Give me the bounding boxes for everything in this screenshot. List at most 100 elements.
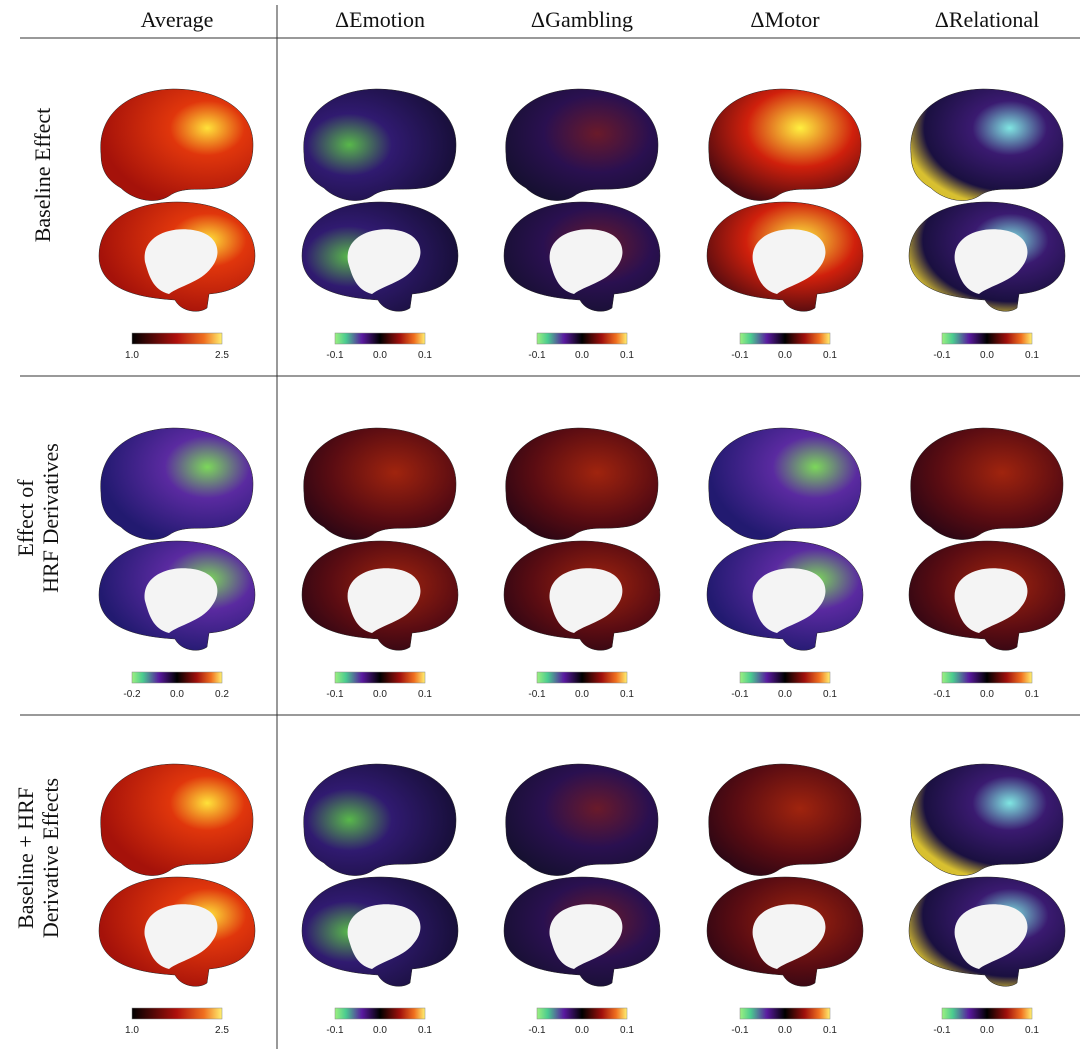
brain-lateral xyxy=(708,763,862,877)
colorbar-tick-label: 0.0 xyxy=(980,689,994,700)
colorbar-tick-label: -0.1 xyxy=(326,689,344,700)
colorbar-tick-label: 0.0 xyxy=(980,350,994,361)
brain-lateral xyxy=(100,88,254,202)
colorbar xyxy=(334,671,426,684)
row-label: Effect of xyxy=(13,479,38,557)
colorbar xyxy=(131,332,223,345)
colorbar xyxy=(536,671,628,684)
colorbar-tick-label: -0.1 xyxy=(326,1025,344,1036)
colorbar-tick-label: 0.0 xyxy=(778,689,792,700)
colorbar-tick-label: -0.1 xyxy=(731,350,749,361)
row-label: Baseline + HRF xyxy=(13,787,38,929)
colorbar-tick-label: -0.1 xyxy=(933,689,951,700)
colorbar-tick-label: 0.0 xyxy=(373,350,387,361)
colorbar xyxy=(536,332,628,345)
brain-surface xyxy=(910,88,1064,202)
colorbar-tick-label: 0.0 xyxy=(778,1025,792,1036)
brain-surface xyxy=(505,88,659,202)
colorbar xyxy=(739,1007,831,1020)
brain-lateral xyxy=(303,427,457,541)
brain-surface xyxy=(100,427,254,541)
colorbar-tick-label: -0.1 xyxy=(528,689,546,700)
brain-surface xyxy=(708,427,862,541)
colorbar-tick-label: 0.0 xyxy=(778,350,792,361)
colorbar-tick-label: 0.1 xyxy=(823,689,837,700)
colorbar-tick-label: 0.1 xyxy=(1025,689,1039,700)
brain-medial xyxy=(908,201,1066,312)
row-label: HRF Derivatives xyxy=(38,443,63,593)
colorbar-tick-label: 0.0 xyxy=(373,1025,387,1036)
brain-lateral xyxy=(910,763,1064,877)
colorbar xyxy=(941,332,1033,345)
brain-surface xyxy=(303,763,457,877)
colorbar-tick-label: 0.0 xyxy=(373,689,387,700)
colorbar-tick-label: 0.0 xyxy=(575,350,589,361)
brain-medial xyxy=(98,876,256,987)
column-header: ΔEmotion xyxy=(335,7,425,32)
brain-lateral xyxy=(303,88,457,202)
brain-surface xyxy=(100,763,254,877)
colorbar-tick-label: -0.1 xyxy=(326,350,344,361)
colorbar xyxy=(739,671,831,684)
colorbar xyxy=(536,1007,628,1020)
colorbar-tick-label: 0.1 xyxy=(620,689,634,700)
brain-medial xyxy=(503,201,661,312)
brain-medial xyxy=(503,540,661,651)
colorbar xyxy=(131,671,223,684)
colorbar-tick-label: 0.1 xyxy=(1025,1025,1039,1036)
colorbar xyxy=(334,332,426,345)
brain-surface xyxy=(100,88,254,202)
colorbar-tick-label: 1.0 xyxy=(125,1025,139,1036)
colorbar-tick-label: 0.0 xyxy=(575,1025,589,1036)
brain-medial xyxy=(706,201,864,312)
brain-surface xyxy=(505,427,659,541)
colorbar-tick-label: -0.1 xyxy=(933,350,951,361)
brain-lateral xyxy=(505,88,659,202)
brain-lateral xyxy=(910,427,1064,541)
colorbar xyxy=(739,332,831,345)
colorbar-tick-label: 0.0 xyxy=(575,689,589,700)
colorbar-tick-label: 0.2 xyxy=(215,689,229,700)
column-header: ΔGambling xyxy=(531,7,633,32)
brain-lateral xyxy=(303,763,457,877)
colorbar-tick-label: -0.1 xyxy=(933,1025,951,1036)
brain-lateral xyxy=(708,427,862,541)
colorbar-tick-label: 0.1 xyxy=(418,1025,432,1036)
brain-lateral xyxy=(505,763,659,877)
colorbar-tick-label: 0.0 xyxy=(170,689,184,700)
brain-surface xyxy=(303,427,457,541)
brain-medial xyxy=(908,540,1066,651)
brain-medial xyxy=(908,876,1066,987)
colorbar-tick-label: 0.1 xyxy=(823,1025,837,1036)
colorbar-tick-label: 2.5 xyxy=(215,1025,229,1036)
colorbar-tick-label: -0.1 xyxy=(731,1025,749,1036)
brain-medial xyxy=(301,540,459,651)
colorbar-tick-label: 0.1 xyxy=(418,689,432,700)
brain-medial xyxy=(301,876,459,987)
row-label: Derivative Effects xyxy=(38,778,63,938)
colorbar-tick-label: -0.2 xyxy=(123,689,141,700)
colorbar-tick-label: -0.1 xyxy=(731,689,749,700)
brain-surface xyxy=(910,427,1064,541)
brain-surface xyxy=(303,88,457,202)
brain-medial xyxy=(98,540,256,651)
brain-medial xyxy=(503,876,661,987)
column-header: ΔMotor xyxy=(750,7,820,32)
brain-lateral xyxy=(708,88,862,202)
brain-surface xyxy=(505,763,659,877)
colorbar-tick-label: 2.5 xyxy=(215,350,229,361)
row-label: Baseline Effect xyxy=(30,108,55,243)
brain-surface xyxy=(708,763,862,877)
colorbar-tick-label: 1.0 xyxy=(125,350,139,361)
brain-medial xyxy=(98,201,256,312)
brain-medial xyxy=(706,540,864,651)
brain-lateral xyxy=(100,763,254,877)
colorbar-tick-label: 0.1 xyxy=(418,350,432,361)
colorbar xyxy=(941,671,1033,684)
colorbar-tick-label: 0.1 xyxy=(823,350,837,361)
colorbar xyxy=(131,1007,223,1020)
column-header: ΔRelational xyxy=(935,7,1040,32)
brain-surface xyxy=(708,88,862,202)
brain-surface xyxy=(910,763,1064,877)
colorbar-tick-label: -0.1 xyxy=(528,350,546,361)
